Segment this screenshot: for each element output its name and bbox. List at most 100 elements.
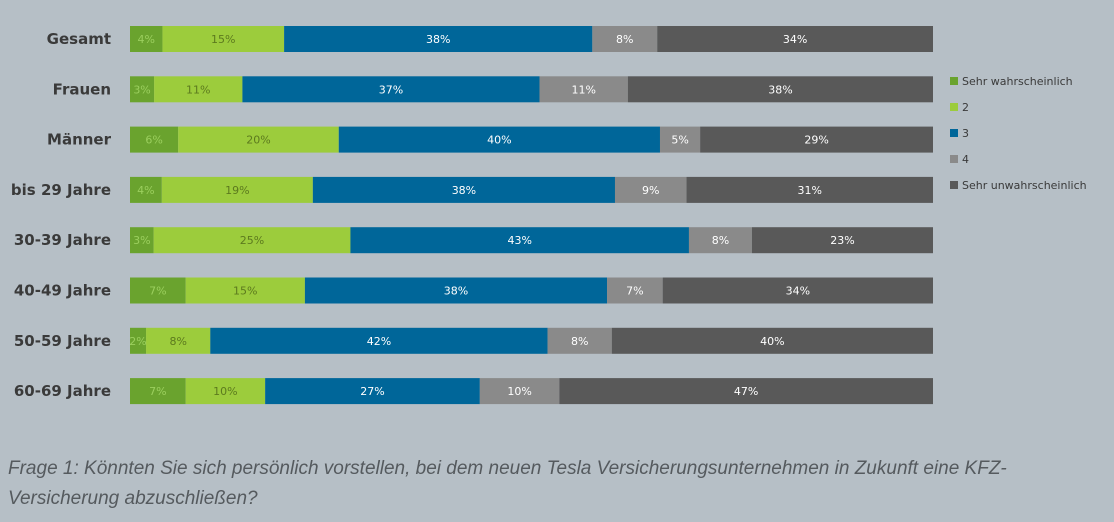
- bar-segment: [559, 378, 933, 405]
- bar-segment: [686, 176, 933, 203]
- bar-segment: [161, 176, 313, 203]
- data-label: 11%: [571, 83, 595, 96]
- data-label: 3%: [133, 234, 150, 247]
- bar-segment: [338, 126, 660, 153]
- category-label: 50-59 Jahre: [14, 332, 111, 350]
- legend-label: 4: [962, 153, 969, 166]
- legend-swatch: [950, 155, 958, 163]
- bar-segment: [284, 26, 593, 52]
- bar-segment: [611, 327, 933, 354]
- data-label: 6%: [145, 134, 162, 147]
- bar-segment: [130, 327, 147, 354]
- data-label: 38%: [452, 184, 476, 197]
- bar-segment: [130, 227, 154, 254]
- data-label: 8%: [712, 234, 729, 247]
- data-label: 7%: [149, 385, 166, 398]
- bar-segment: [659, 126, 701, 153]
- legend-swatch: [950, 129, 958, 137]
- bar-segment: [130, 176, 162, 203]
- data-label: 20%: [246, 134, 270, 147]
- data-label: 4%: [137, 33, 154, 46]
- legend-swatch: [950, 103, 958, 111]
- bar-segment: [657, 26, 933, 52]
- bar-segment: [242, 76, 540, 103]
- bar-segment: [627, 76, 933, 103]
- data-label: 34%: [783, 33, 807, 46]
- data-label: 43%: [507, 234, 531, 247]
- category-label: Frauen: [53, 80, 111, 98]
- bar-segment: [547, 327, 612, 354]
- data-label: 42%: [367, 335, 391, 348]
- stacked-bar-chart: Gesamt 4% 15% 38% 8% 34%Frauen 3% 11% 37% 11% 38%M…: [11, 26, 1087, 405]
- category-label: 60-69 Jahre: [14, 382, 111, 400]
- bar-segment: [130, 126, 179, 153]
- chart-caption: Frage 1: Könnten Sie sich persönlich vor…: [8, 458, 1007, 509]
- bar-segment: [162, 26, 285, 52]
- data-label: 38%: [768, 83, 792, 96]
- data-label: 23%: [830, 234, 854, 247]
- data-label: 8%: [616, 33, 633, 46]
- bar-segment: [265, 378, 480, 405]
- data-label: 7%: [149, 285, 166, 298]
- category-label: bis 29 Jahre: [11, 181, 111, 199]
- legend-label: Sehr wahrscheinlich: [962, 75, 1073, 88]
- bar-segment: [688, 227, 752, 254]
- data-label: 15%: [233, 285, 257, 298]
- bar-segment: [539, 76, 628, 103]
- bar-segment: [130, 26, 163, 52]
- data-label: 15%: [211, 33, 235, 46]
- bar-segment: [700, 126, 933, 153]
- bar-segment: [153, 227, 351, 254]
- data-label: 2%: [129, 335, 146, 348]
- data-label: 38%: [426, 33, 450, 46]
- bar-segment: [592, 26, 658, 52]
- legend-label: Sehr unwahrscheinlich: [962, 179, 1087, 192]
- bar-segment: [185, 378, 266, 405]
- data-label: 40%: [487, 134, 511, 147]
- data-label: 31%: [798, 184, 822, 197]
- category-label: 30-39 Jahre: [14, 231, 111, 249]
- bar-area: Gesamt 4% 15% 38% 8% 34% Frauen 3% 11% 37% 11% 38% M…: [11, 26, 933, 405]
- data-label: 11%: [186, 83, 210, 96]
- data-label: 7%: [626, 285, 643, 298]
- data-label: 8%: [169, 335, 186, 348]
- data-label: 34%: [786, 285, 810, 298]
- data-label: 38%: [444, 285, 468, 298]
- data-label: 40%: [760, 335, 784, 348]
- bar-segment: [304, 277, 608, 304]
- data-label: 4%: [137, 184, 154, 197]
- bar-segment: [607, 277, 663, 304]
- bar-segment: [751, 227, 933, 254]
- category-label: Männer: [47, 131, 112, 149]
- bar-segment: [154, 76, 243, 103]
- bar-segment: [210, 327, 548, 354]
- bar-segment: [662, 277, 933, 304]
- data-label: 19%: [225, 184, 249, 197]
- bar-segment: [178, 126, 339, 153]
- bar-segment: [130, 378, 186, 405]
- data-label: 3%: [133, 83, 150, 96]
- legend-swatch: [950, 77, 958, 85]
- data-label: 47%: [734, 385, 758, 398]
- bar-segment: [146, 327, 211, 354]
- data-label: 9%: [642, 184, 659, 197]
- bar-segment: [350, 227, 689, 254]
- data-label: 25%: [240, 234, 264, 247]
- legend-swatch: [950, 181, 958, 189]
- data-label: 27%: [360, 385, 384, 398]
- data-label: 37%: [379, 83, 403, 96]
- data-label: 10%: [507, 385, 531, 398]
- bar-segment: [185, 277, 305, 304]
- data-label: 5%: [671, 134, 688, 147]
- category-label: Gesamt: [47, 30, 111, 48]
- data-label: 10%: [213, 385, 237, 398]
- category-label: 40-49 Jahre: [14, 282, 111, 300]
- legend-label: 3: [962, 127, 969, 140]
- data-label: 29%: [804, 134, 828, 147]
- bar-segment: [479, 378, 560, 405]
- bar-segment: [614, 176, 687, 203]
- bar-segment: [130, 76, 155, 103]
- bar-segment: [312, 176, 615, 203]
- data-label: 8%: [571, 335, 588, 348]
- legend: Sehr wahrscheinlich 2 3 4 Sehr unwahrscheinl…: [950, 75, 1087, 192]
